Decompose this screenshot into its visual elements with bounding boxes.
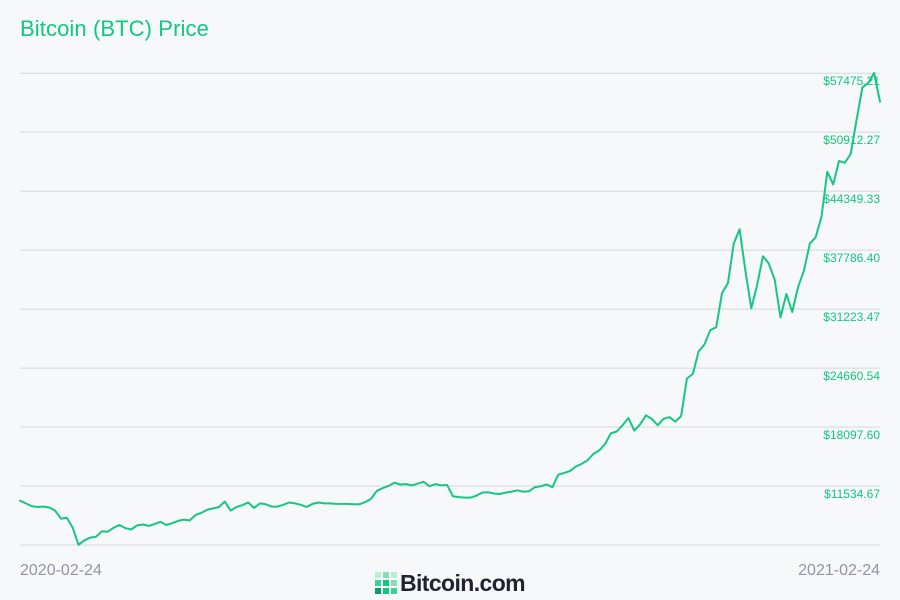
x-tick-label-end: 2021-02-24 xyxy=(798,562,880,579)
chart-title: Bitcoin (BTC) Price xyxy=(20,16,209,41)
grid-lines xyxy=(20,72,880,546)
y-tick-label: $31223.47 xyxy=(823,310,880,324)
x-tick-label-start: 2020-02-24 xyxy=(20,562,102,579)
y-tick-label: $44349.33 xyxy=(823,192,880,206)
y-tick-label: $37786.40 xyxy=(823,251,880,265)
price-series xyxy=(19,72,881,546)
y-tick-label: $11534.67 xyxy=(824,487,880,501)
y-tick-label: $18097.60 xyxy=(823,428,880,442)
price-line xyxy=(19,72,881,546)
y-tick-label: $24660.54 xyxy=(823,369,880,383)
bitcoin-com-grid-logo-icon xyxy=(375,572,397,594)
y-tick-label: $50912.27 xyxy=(823,133,880,147)
y-tick-label: $57475.21 xyxy=(823,74,880,88)
y-axis-labels: $57475.21 $50912.27 $44349.33 $37786.40 $312… xyxy=(823,74,880,501)
brand-name: Bitcoin.com xyxy=(400,569,526,596)
brand-logo[interactable]: Bitcoin.com xyxy=(375,569,526,596)
